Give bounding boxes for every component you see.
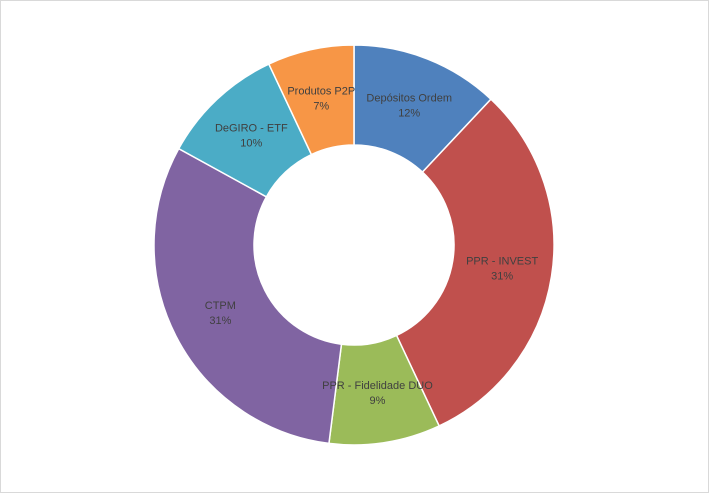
slice-label: PPR - Fidelidade DUO [322, 380, 433, 392]
slice-label: PPR - INVEST [466, 255, 538, 267]
slice-value-label: 31% [209, 315, 231, 327]
slice [153, 147, 343, 445]
slice-value-label: 10% [240, 138, 262, 150]
slice-value-label: 12% [398, 107, 420, 119]
slice-value-label: 31% [491, 270, 513, 282]
slice-value-label: 7% [313, 101, 329, 113]
slice-label: DeGIRO - ETF [215, 123, 288, 135]
slice-value-label: 9% [370, 395, 386, 407]
slice [395, 98, 555, 427]
slice-label: CTPM [205, 300, 236, 312]
slice-label: Produtos P2P [287, 86, 355, 98]
slice-label: Depósitos Ordem [366, 92, 452, 104]
slice [267, 44, 355, 156]
